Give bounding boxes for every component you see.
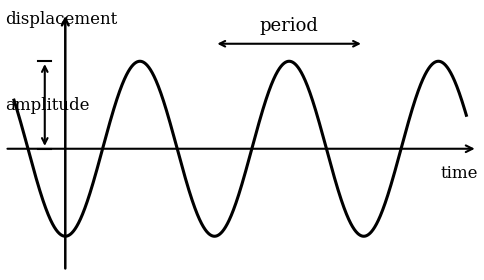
Text: displacement: displacement	[5, 11, 117, 27]
Text: time: time	[440, 165, 478, 181]
Text: period: period	[259, 17, 318, 35]
Text: amplitude: amplitude	[5, 97, 89, 113]
